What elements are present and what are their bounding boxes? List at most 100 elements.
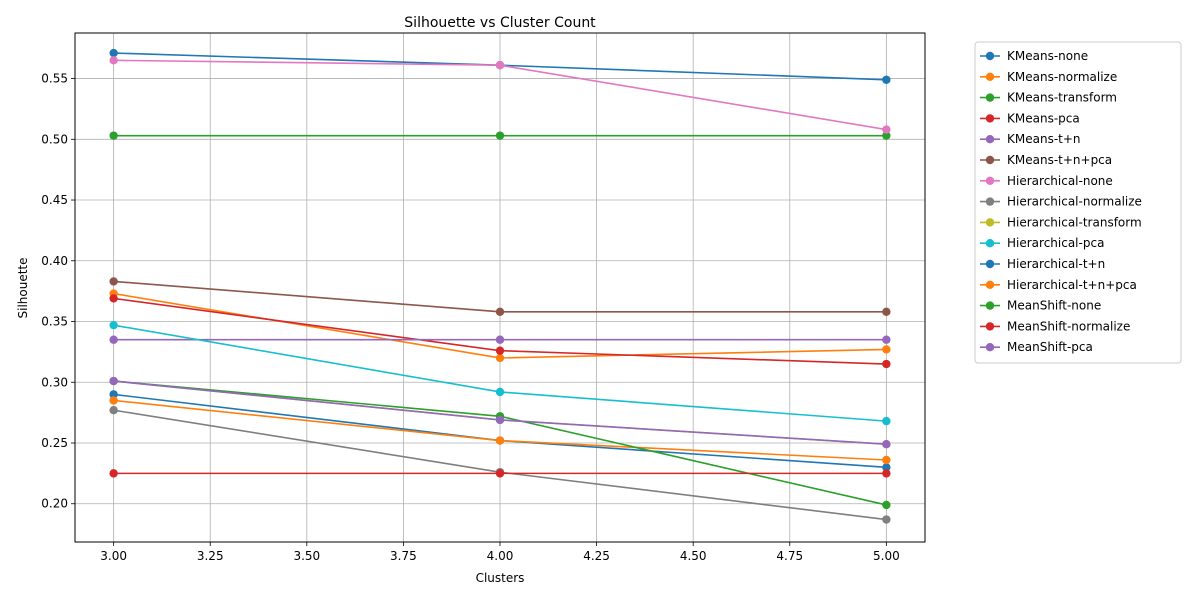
legend-label: KMeans-t+n+pca — [1007, 153, 1112, 167]
legend-label: KMeans-t+n — [1007, 132, 1081, 146]
legend-entry: MeanShift-none — [980, 299, 1101, 313]
y-axis-ticks: 0.20 0.25 0.30 0.35 0.40 0.45 0.50 0.55 — [41, 72, 75, 511]
series-Hierarchical-none — [109, 56, 891, 134]
data-point — [109, 294, 118, 303]
data-point — [109, 320, 118, 330]
data-point — [109, 469, 118, 478]
series-Hierarchical-t+n+pca — [109, 396, 891, 465]
y-tick-label: 0.40 — [41, 254, 68, 268]
data-point — [495, 131, 505, 140]
legend-entry: Hierarchical-none — [980, 174, 1113, 188]
x-tick-label: 3.25 — [197, 549, 224, 563]
chart-title: Silhouette vs Cluster Count — [404, 15, 596, 31]
legend-entry: MeanShift-normalize — [980, 319, 1130, 333]
data-point — [495, 307, 505, 316]
data-point — [495, 415, 505, 425]
data-point — [882, 440, 891, 449]
x-tick-label: 5.00 — [873, 549, 900, 563]
legend-label: MeanShift-pca — [1007, 340, 1093, 354]
data-point — [882, 125, 891, 134]
legend-marker — [985, 135, 995, 144]
legend-entry: KMeans-none — [980, 49, 1088, 63]
legend-entry: MeanShift-pca — [980, 340, 1093, 354]
legend-entry: Hierarchical-normalize — [980, 195, 1142, 209]
legend-label: MeanShift-normalize — [1007, 319, 1130, 333]
legend-entry: KMeans-transform — [980, 91, 1117, 105]
y-tick-label: 0.30 — [41, 375, 68, 389]
y-tick-label: 0.20 — [41, 497, 68, 511]
legend-marker — [985, 93, 995, 102]
data-point — [882, 345, 891, 354]
legend-marker — [985, 51, 995, 61]
legend-entry: Hierarchical-pca — [980, 236, 1104, 250]
data-point — [109, 396, 118, 405]
series-KMeans-t+n — [109, 335, 891, 344]
y-axis-label: Silhouette — [16, 257, 30, 318]
x-tick-label: 4.25 — [583, 549, 610, 563]
data-point — [495, 346, 505, 355]
data-point — [109, 335, 118, 344]
legend-marker — [985, 176, 995, 185]
legend-marker — [985, 218, 995, 227]
legend-marker — [985, 280, 995, 289]
legend-label: KMeans-none — [1007, 49, 1088, 63]
series-MeanShift-pca — [109, 376, 891, 449]
data-point — [882, 75, 891, 84]
legend: KMeans-none KMeans-normalize KMeans-transf… — [974, 41, 1182, 364]
legend-entry: Hierarchical-transform — [980, 215, 1142, 229]
data-point — [495, 469, 505, 478]
legend-marker — [985, 239, 995, 248]
x-tick-label: 3.50 — [293, 549, 320, 563]
legend-entry: Hierarchical-t+n+pca — [980, 278, 1137, 292]
legend-marker — [985, 301, 995, 310]
series-KMeans-t+n+pca — [109, 277, 891, 316]
data-point — [882, 469, 891, 478]
x-axis-label: Clusters — [476, 571, 525, 585]
data-point — [109, 390, 118, 399]
legend-marker — [985, 343, 995, 352]
legend-marker — [985, 114, 995, 123]
legend-label: Hierarchical-transform — [1007, 215, 1142, 229]
x-tick-label: 4.00 — [487, 549, 514, 563]
legend-label: Hierarchical-t+n+pca — [1007, 278, 1137, 292]
data-point — [882, 131, 891, 140]
series-MeanShift-normalize — [109, 469, 891, 478]
legend-label: KMeans-pca — [1007, 111, 1080, 125]
legend-entry: KMeans-t+n — [980, 132, 1081, 146]
series-KMeans-normalize — [109, 289, 891, 363]
grid — [75, 33, 925, 542]
data-point — [882, 359, 891, 369]
x-tick-label: 4.50 — [680, 549, 707, 563]
data-point — [882, 335, 891, 344]
legend-marker — [985, 155, 995, 165]
data-point — [495, 436, 505, 445]
series-Hierarchical-pca — [109, 320, 891, 426]
data-point — [109, 48, 118, 58]
legend-label: KMeans-transform — [1007, 91, 1117, 105]
x-tick-label: 4.75 — [776, 549, 803, 563]
legend-frame — [974, 41, 1182, 364]
y-tick-label: 0.25 — [41, 436, 68, 450]
series-KMeans-pca — [109, 294, 891, 369]
data-point — [495, 387, 505, 397]
series-lines — [109, 48, 891, 524]
legend-label: Hierarchical-normalize — [1007, 195, 1142, 209]
x-tick-label: 3.00 — [100, 549, 127, 563]
data-point — [882, 463, 891, 472]
y-tick-label: 0.35 — [41, 315, 68, 329]
legend-label: Hierarchical-pca — [1007, 236, 1104, 250]
legend-entry: Hierarchical-t+n — [980, 257, 1105, 271]
x-tick-label: 3.75 — [390, 549, 417, 563]
legend-entry: KMeans-pca — [980, 111, 1080, 125]
data-point — [882, 416, 891, 426]
data-point — [882, 307, 891, 316]
data-point — [109, 376, 118, 386]
legend-entry: KMeans-t+n+pca — [980, 153, 1112, 167]
legend-label: MeanShift-none — [1007, 299, 1101, 313]
legend-label: KMeans-normalize — [1007, 70, 1117, 84]
legend-marker — [985, 72, 995, 82]
legend-label: Hierarchical-t+n — [1007, 257, 1105, 271]
legend-marker — [985, 197, 995, 206]
legend-entry: KMeans-normalize — [980, 70, 1117, 84]
